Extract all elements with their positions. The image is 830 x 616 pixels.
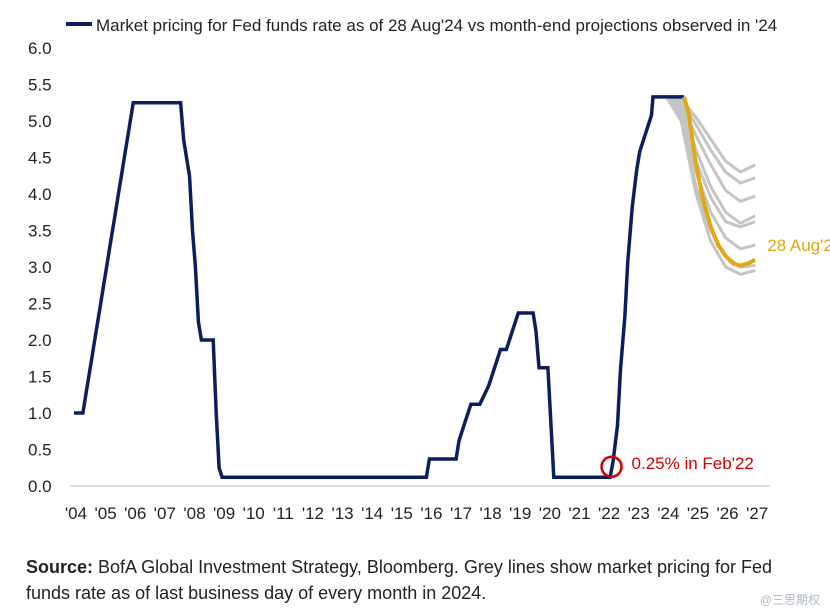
projection-line: [665, 95, 756, 225]
x-tick-label: '19: [509, 504, 531, 523]
x-tick-label: '11: [273, 504, 294, 523]
x-tick-label: '21: [568, 504, 590, 523]
y-tick-label: 6.0: [28, 39, 52, 58]
x-tick-label: '08: [183, 504, 205, 523]
fed-funds-history-line: [74, 95, 685, 479]
y-tick-label: 5.5: [28, 76, 52, 95]
latest-line-group: [682, 96, 757, 268]
history-line-group: [74, 95, 685, 479]
x-tick-label: '15: [391, 504, 413, 523]
projection-line: [665, 95, 756, 203]
y-tick-label: 1.0: [28, 404, 52, 423]
y-axis: 0.0 0.5 1.0 1.5 2.0 2.5 3.0 3.5 4.0 4.5 5.0 5.5 6.0: [28, 39, 52, 496]
x-tick-label: '27: [746, 504, 768, 523]
source-label: Source:: [26, 557, 94, 577]
y-tick-label: 3.5: [28, 222, 52, 241]
legend: Market pricing for Fed funds rate as of …: [66, 16, 777, 35]
x-tick-label: '07: [154, 504, 176, 523]
feb22-marker-circle: [600, 455, 623, 478]
latest-pricing-line: [682, 96, 757, 268]
x-tick-label: '05: [95, 504, 117, 523]
y-tick-label: 4.5: [28, 149, 52, 168]
x-tick-label: '17: [450, 504, 472, 523]
x-tick-label: '26: [716, 504, 738, 523]
latest-annotation-label: 28 Aug'24: [767, 236, 830, 255]
x-tick-label: '14: [361, 504, 383, 523]
x-tick-label: '23: [628, 504, 650, 523]
y-tick-label: 5.0: [28, 112, 52, 131]
x-tick-label: '25: [687, 504, 709, 523]
y-tick-label: 4.0: [28, 185, 52, 204]
x-tick-label: '18: [480, 504, 502, 523]
y-tick-label: 0.0: [28, 477, 52, 496]
projection-lines: [665, 95, 756, 276]
x-tick-label: '16: [420, 504, 442, 523]
x-tick-label: '13: [331, 504, 353, 523]
x-axis: '04 '05 '06 '07 '08 '09 '10 '11 '12 '13 '14 '15 '16 '…: [65, 485, 770, 523]
y-tick-label: 3.0: [28, 258, 52, 277]
source-footnote: Source: BofA Global Investment Strategy,…: [26, 554, 806, 606]
y-tick-label: 2.5: [28, 295, 52, 314]
y-tick-label: 1.5: [28, 368, 52, 387]
feb22-annotation-label: 0.25% in Feb'22: [632, 454, 754, 473]
x-tick-label: '09: [213, 504, 235, 523]
x-tick-label: '22: [598, 504, 620, 523]
x-tick-label: '10: [243, 504, 265, 523]
y-tick-label: 0.5: [28, 441, 52, 460]
x-tick-label: '24: [657, 504, 679, 523]
y-tick-label: 2.0: [28, 331, 52, 350]
watermark: @三思期权: [759, 593, 820, 607]
projection-line: [665, 95, 756, 251]
x-tick-label: '12: [302, 504, 324, 523]
x-tick-label: '06: [124, 504, 146, 523]
annotations: 28 Aug'24 0.25% in Feb'22: [600, 236, 830, 478]
projection-line: [665, 95, 756, 185]
projection-line: [665, 96, 756, 276]
source-text: BofA Global Investment Strategy, Bloombe…: [26, 557, 772, 603]
x-tick-label: '20: [539, 504, 561, 523]
legend-label: Market pricing for Fed funds rate as of …: [96, 16, 777, 35]
fed-funds-chart: Market pricing for Fed funds rate as of …: [28, 16, 830, 523]
x-tick-label: '04: [65, 504, 87, 523]
projection-line: [665, 95, 756, 229]
